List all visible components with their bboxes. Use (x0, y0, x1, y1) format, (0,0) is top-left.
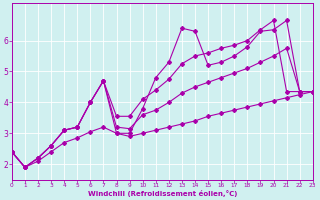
X-axis label: Windchill (Refroidissement éolien,°C): Windchill (Refroidissement éolien,°C) (88, 190, 237, 197)
